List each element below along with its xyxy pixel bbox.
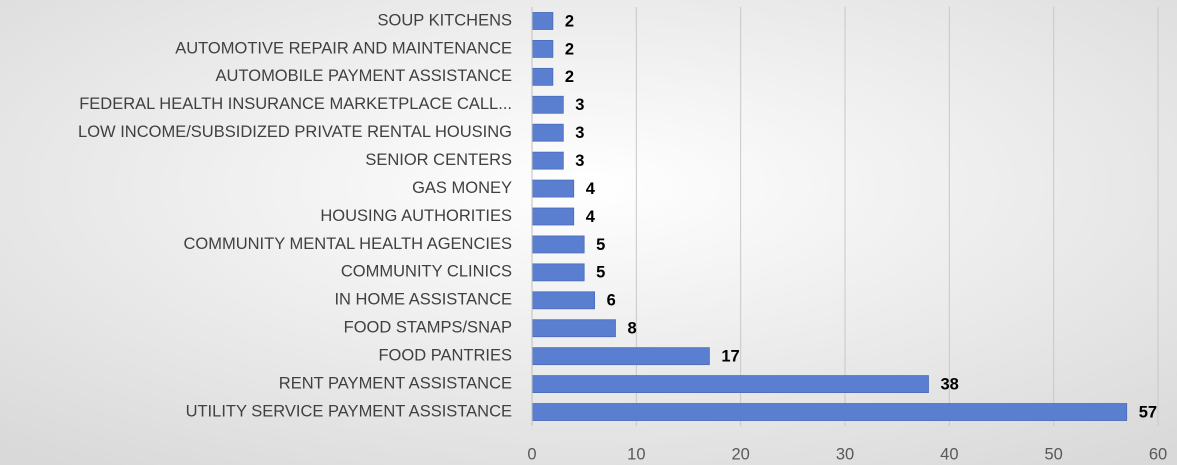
- data-label: 17: [721, 348, 739, 366]
- data-label: 5: [596, 264, 605, 282]
- y-tick-label: FOOD STAMPS/SNAP: [344, 319, 512, 337]
- bar: [531, 123, 564, 142]
- bar: [531, 347, 710, 366]
- data-label: 2: [565, 40, 574, 58]
- y-tick-label: COMMUNITY CLINICS: [341, 263, 512, 281]
- x-tick-label: 60: [1149, 445, 1167, 463]
- bar: [531, 207, 575, 226]
- data-label: 4: [586, 180, 596, 198]
- y-tick-label: SENIOR CENTERS: [365, 151, 512, 169]
- data-label: 3: [575, 96, 584, 114]
- bar: [531, 179, 575, 198]
- bar: [531, 67, 554, 86]
- bar: [531, 12, 554, 30]
- x-tick-label: 30: [836, 445, 854, 463]
- y-tick-label: RENT PAYMENT ASSISTANCE: [279, 374, 512, 392]
- bar: [531, 40, 554, 58]
- y-tick-label: HOUSING AUTHORITIES: [320, 207, 512, 225]
- x-tick-label: 0: [527, 445, 536, 463]
- bar: [531, 291, 595, 310]
- bar: [531, 235, 585, 254]
- y-tick-label: COMMUNITY MENTAL HEALTH AGENCIES: [183, 235, 512, 253]
- y-tick-label: AUTOMOBILE PAYMENT ASSISTANCE: [216, 67, 512, 85]
- bar: [531, 403, 1128, 421]
- y-tick-label: IN HOME ASSISTANCE: [334, 291, 512, 309]
- data-label: 57: [1139, 403, 1157, 421]
- data-label: 2: [565, 68, 574, 86]
- bar: [531, 95, 564, 114]
- data-label: 2: [565, 12, 574, 30]
- x-tick-label: 20: [731, 445, 749, 463]
- bar: [531, 375, 929, 394]
- x-tick-label: 40: [940, 445, 958, 463]
- y-tick-label: LOW INCOME/SUBSIDIZED PRIVATE RENTAL HOU…: [78, 123, 512, 141]
- y-tick-label: AUTOMOTIVE REPAIR AND MAINTENANCE: [175, 39, 512, 57]
- data-label: 5: [596, 236, 605, 254]
- data-label: 8: [627, 320, 636, 338]
- y-tick-label: GAS MONEY: [412, 179, 512, 197]
- bar: [531, 151, 564, 170]
- data-label: 3: [575, 152, 584, 170]
- y-tick-label: FOOD PANTRIES: [378, 347, 512, 365]
- bar: [531, 319, 616, 338]
- x-tick-label: 10: [627, 445, 645, 463]
- y-tick-label: FEDERAL HEALTH INSURANCE MARKETPLACE CAL…: [79, 95, 512, 113]
- y-tick-label: SOUP KITCHENS: [378, 11, 512, 29]
- data-label: 3: [575, 124, 584, 142]
- data-label: 38: [940, 375, 958, 393]
- data-label: 4: [586, 208, 596, 226]
- y-tick-label: UTILITY SERVICE PAYMENT ASSISTANCE: [186, 402, 512, 420]
- x-tick-label: 50: [1044, 445, 1062, 463]
- data-label: 6: [607, 292, 616, 310]
- bar: [531, 263, 585, 282]
